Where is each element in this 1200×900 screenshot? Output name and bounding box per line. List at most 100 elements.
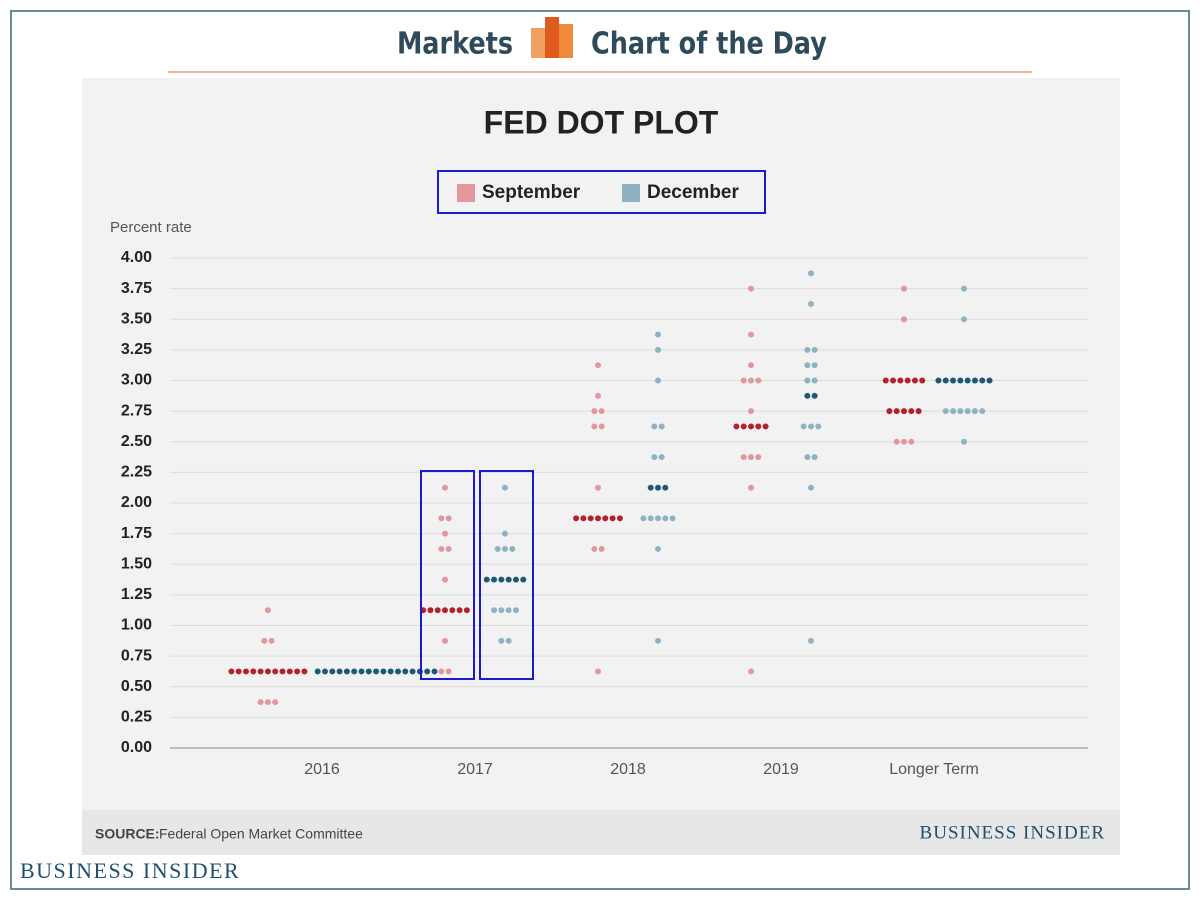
dot	[598, 423, 605, 430]
dot	[494, 545, 501, 552]
dot	[647, 484, 654, 491]
dot	[961, 438, 967, 445]
source-label: SOURCE:	[95, 826, 160, 842]
dot-row	[808, 637, 814, 644]
dot	[235, 668, 242, 675]
dot	[445, 515, 452, 522]
legend-label: September	[482, 182, 581, 203]
legend-highlight	[437, 170, 766, 214]
dot	[915, 408, 922, 415]
dot	[373, 668, 380, 675]
dot	[365, 668, 372, 675]
dot	[748, 362, 754, 369]
header-left: Markets	[397, 26, 513, 62]
dot-row	[655, 545, 661, 552]
dot	[740, 454, 747, 461]
dot-row	[494, 545, 516, 552]
dot	[431, 668, 438, 675]
y-tick-label: 1.25	[121, 586, 152, 603]
dot	[509, 545, 516, 552]
dot	[964, 377, 971, 384]
y-tick-label: 4.00	[121, 249, 152, 266]
dot	[942, 377, 949, 384]
dot-row	[808, 270, 814, 277]
dot	[808, 637, 814, 644]
footer-brand: BUSINESS INSIDER	[20, 858, 240, 883]
dot	[904, 377, 911, 384]
dot	[498, 607, 505, 614]
dot	[272, 699, 279, 706]
dot	[449, 607, 456, 614]
dot	[595, 484, 601, 491]
dot-row	[882, 377, 926, 384]
dot	[882, 377, 889, 384]
dot	[662, 515, 669, 522]
dot	[804, 377, 811, 384]
dot-row	[438, 545, 452, 552]
dot	[890, 377, 897, 384]
dot	[456, 607, 463, 614]
dot	[402, 668, 409, 675]
y-tick-label: 3.25	[121, 341, 152, 358]
legend-label: December	[647, 182, 739, 203]
dot	[587, 515, 594, 522]
dot	[804, 454, 811, 461]
dot	[651, 454, 658, 461]
dot-row	[748, 285, 754, 292]
legend-swatch	[457, 184, 475, 202]
dot	[395, 668, 401, 675]
y-tick-label: 0.75	[121, 647, 152, 664]
dot	[808, 484, 814, 491]
dot	[445, 545, 452, 552]
dot	[762, 423, 769, 430]
dot	[301, 668, 308, 675]
dot	[942, 408, 949, 415]
dot	[228, 668, 235, 675]
dot	[748, 408, 754, 415]
dot-row	[804, 362, 818, 369]
y-tick-label: 0.50	[121, 678, 152, 695]
dot	[804, 362, 811, 369]
dot	[804, 346, 811, 353]
dot	[748, 285, 754, 292]
dot	[595, 392, 601, 399]
dot	[647, 515, 654, 522]
dot	[261, 637, 268, 644]
dot	[257, 668, 264, 675]
chart-title: FED DOT PLOT	[484, 104, 719, 140]
dot	[409, 668, 416, 675]
dot	[351, 668, 358, 675]
dot	[595, 668, 601, 675]
dot-row	[740, 454, 762, 461]
y-tick-label: 3.75	[121, 280, 152, 297]
dot-row	[595, 362, 601, 369]
plot: 0.00 0.25 0.50 0.75 1.00 1.25 1.50 1.75 2.00 2.25…	[121, 182, 1088, 778]
dot	[498, 637, 505, 644]
x-tick-label: 2016	[304, 761, 340, 778]
dot-row	[804, 377, 818, 384]
dot-row	[808, 300, 814, 307]
source: Federal Open Market Committee	[159, 826, 363, 842]
dot-row	[647, 484, 669, 491]
dot	[580, 515, 587, 522]
dot	[442, 607, 448, 614]
dot-row	[591, 423, 605, 430]
y-tick-label: 3.50	[121, 310, 152, 327]
dot	[294, 668, 301, 675]
header-icon	[531, 17, 573, 58]
dot	[669, 515, 676, 522]
dot	[979, 408, 986, 415]
dot	[658, 454, 665, 461]
dot	[264, 668, 271, 675]
dot	[387, 668, 394, 675]
dot	[748, 331, 754, 338]
dot	[919, 377, 926, 384]
dot	[655, 377, 661, 384]
dot	[908, 438, 915, 445]
dot	[901, 285, 907, 292]
dot	[740, 377, 747, 384]
dot-row	[591, 545, 605, 552]
dot-row	[438, 515, 452, 522]
dot	[438, 668, 445, 675]
